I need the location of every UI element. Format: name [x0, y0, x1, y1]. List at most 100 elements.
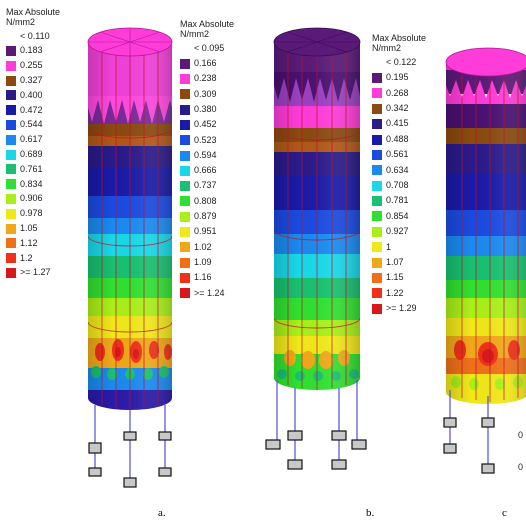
legend-entry: 0.561 [372, 147, 426, 162]
legend-swatch [180, 288, 190, 299]
legend-swatch [6, 75, 16, 86]
legend-label: 0.380 [194, 103, 217, 114]
legend-entry: 1.12 [6, 236, 60, 251]
legend-entry: 0.166 [180, 56, 234, 71]
legend-entry: 0.544 [6, 118, 60, 133]
legend-entry: 1.2 [6, 251, 60, 266]
legend-swatch [372, 119, 382, 130]
legend-label: 0.927 [386, 226, 409, 237]
legend-label: 0.195 [386, 72, 409, 83]
legend-swatch [372, 273, 382, 284]
legend-swatch [372, 72, 382, 83]
legend-entry: 0.781 [372, 193, 426, 208]
legend-swatch [180, 58, 190, 69]
legend-entry: 0.689 [6, 147, 60, 162]
legend-label: 1.07 [386, 256, 404, 267]
legend-swatch [372, 180, 382, 191]
legend-label: >= 1.24 [194, 287, 225, 298]
legend-entry: 0.400 [6, 88, 60, 103]
legend-entry: >= 1.27 [6, 266, 60, 281]
legend-swatch [180, 272, 190, 283]
legend-label: 0.342 [386, 103, 409, 114]
legend-label: 1.15 [386, 272, 404, 283]
legend-swatch [372, 196, 382, 207]
legend-swatch [180, 104, 190, 115]
legend-swatch [180, 74, 190, 85]
legend-swatch [372, 149, 382, 160]
legend-entry: 1.09 [180, 255, 234, 270]
legend-label: 0.309 [194, 88, 217, 99]
legend-label: 0.415 [386, 118, 409, 129]
legend-entry: >= 1.29 [372, 301, 426, 316]
legend-label: 1.09 [194, 256, 212, 267]
legend-entry: < 0.095 [180, 41, 234, 56]
legend-swatch [6, 164, 16, 175]
legend-entry: 0.666 [180, 163, 234, 178]
legend-entry: 0.238 [180, 71, 234, 86]
legend-label: 0.400 [20, 89, 43, 100]
legend-entry: 1.02 [180, 240, 234, 255]
legend-label: 1 [386, 241, 392, 252]
legend-swatch [6, 223, 16, 234]
legend-swatch [180, 150, 190, 161]
legend-label: >= 1.29 [386, 303, 417, 314]
legend-entry: 0.183 [6, 44, 60, 59]
legend-label: 0.544 [20, 119, 43, 130]
legend-swatch [372, 288, 382, 299]
legend-label: 0.268 [386, 87, 409, 98]
legend-label: 1.16 [194, 272, 212, 283]
legend-label: 0.488 [386, 133, 409, 144]
legend-swatch [6, 268, 16, 279]
legend-label: 0.879 [194, 211, 217, 222]
legend-swatch [6, 179, 16, 190]
legend-label: 0.472 [20, 104, 43, 115]
legend-entry: 0.523 [180, 133, 234, 148]
legend-label: < 0.095 [194, 42, 225, 53]
legend-label: 0.689 [20, 148, 43, 159]
legend-swatch [372, 88, 382, 99]
legend-entry: >= 1.24 [180, 286, 234, 301]
support-label-c1: 0 [518, 430, 523, 440]
legend-rows: < 0.110 0.183 0.255 0.327 0.400 0.472 0.544 0.6… [6, 29, 60, 281]
legend-label: 1.22 [386, 287, 404, 298]
legend-swatch [180, 257, 190, 268]
legend-swatch [6, 238, 16, 249]
legend-label: 0.238 [194, 73, 217, 84]
legend-label: 0.594 [194, 149, 217, 160]
legend-entry: < 0.122 [372, 55, 426, 70]
legend-label: 0.761 [20, 163, 43, 174]
legend-swatch [180, 165, 190, 176]
legend-entry: 0.380 [180, 102, 234, 117]
legend-label: 1.02 [194, 241, 212, 252]
legend-swatch [6, 90, 16, 101]
legend-entry: 1 [372, 240, 426, 255]
legend-unit: N/mm2 [180, 29, 209, 40]
legend-swatch [372, 103, 382, 114]
legend-entry: 1.22 [372, 286, 426, 301]
legend-entry: 0.617 [6, 132, 60, 147]
legend-label: 0.951 [194, 226, 217, 237]
caption-a: a. [158, 507, 166, 519]
legend-swatch [6, 149, 16, 160]
legend-label: 0.808 [194, 195, 217, 206]
legend-entry: 0.268 [372, 86, 426, 101]
legend-entry: 0.594 [180, 148, 234, 163]
legend-label: 0.327 [20, 74, 43, 85]
legend-label: 0.737 [194, 180, 217, 191]
legend-entry: 0.327 [6, 73, 60, 88]
silo-b [265, 27, 367, 470]
legend-label: 0.523 [194, 134, 217, 145]
legend-entry: 0.951 [180, 224, 234, 239]
legend-swatch [180, 211, 190, 222]
legend-entry: 1.16 [180, 270, 234, 285]
legend-swatch [6, 253, 16, 264]
legend-rows: < 0.095 0.166 0.238 0.309 0.380 0.452 0.523 0.5… [180, 41, 234, 301]
legend-swatch [180, 227, 190, 238]
legend-label: 0.183 [20, 45, 43, 56]
legend-entry: 0.472 [6, 103, 60, 118]
legend-swatch [6, 120, 16, 131]
legend-swatch [6, 208, 16, 219]
legend-label: 0.634 [386, 164, 409, 175]
legend-label: 0.666 [194, 165, 217, 176]
